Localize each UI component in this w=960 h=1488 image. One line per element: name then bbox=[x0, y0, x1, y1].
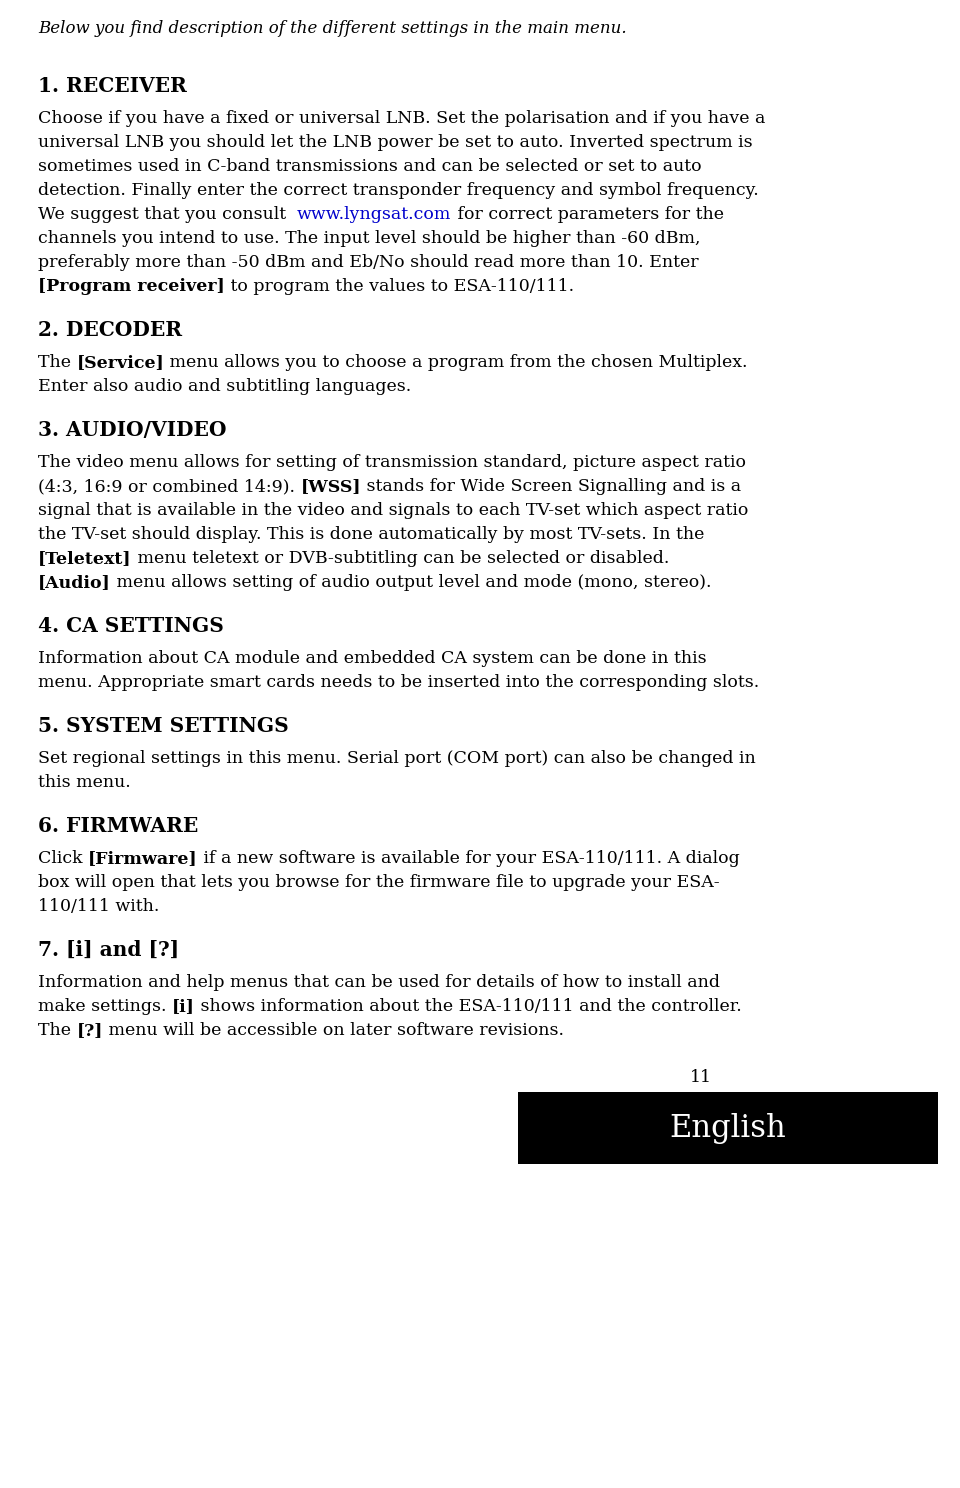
Text: (4:3, 16:9 or combined 14:9).: (4:3, 16:9 or combined 14:9). bbox=[38, 478, 300, 496]
Text: if a new software is available for your ESA-110/111. A dialog: if a new software is available for your … bbox=[198, 850, 739, 868]
Text: to program the values to ESA-110/111.: to program the values to ESA-110/111. bbox=[225, 278, 574, 295]
Text: box will open that lets you browse for the firmware file to upgrade your ESA-: box will open that lets you browse for t… bbox=[38, 873, 720, 891]
Text: Set regional settings in this menu. Serial port (COM port) can also be changed i: Set regional settings in this menu. Seri… bbox=[38, 750, 756, 766]
Text: 1. RECEIVER: 1. RECEIVER bbox=[38, 76, 187, 97]
Text: detection. Finally enter the correct transponder frequency and symbol frequency.: detection. Finally enter the correct tra… bbox=[38, 182, 758, 199]
Text: www.lyngsat.com: www.lyngsat.com bbox=[298, 205, 451, 223]
Text: for correct parameters for the: for correct parameters for the bbox=[451, 205, 724, 223]
Text: menu allows you to choose a program from the chosen Multiplex.: menu allows you to choose a program from… bbox=[164, 354, 748, 371]
Text: menu teletext or DVB-subtitling can be selected or disabled.: menu teletext or DVB-subtitling can be s… bbox=[132, 551, 669, 567]
Text: [Teletext]: [Teletext] bbox=[38, 551, 132, 567]
Text: menu allows setting of audio output level and mode (mono, stereo).: menu allows setting of audio output leve… bbox=[110, 574, 711, 591]
Text: [WSS]: [WSS] bbox=[300, 478, 361, 496]
Text: Enter also audio and subtitling languages.: Enter also audio and subtitling language… bbox=[38, 378, 411, 394]
Text: make settings.: make settings. bbox=[38, 998, 172, 1015]
Text: signal that is available in the video and signals to each TV-set which aspect ra: signal that is available in the video an… bbox=[38, 501, 749, 519]
Text: Below you find description of the different settings in the main menu.: Below you find description of the differ… bbox=[38, 19, 627, 37]
Text: [Program receiver]: [Program receiver] bbox=[38, 278, 225, 295]
Text: The: The bbox=[38, 354, 77, 371]
Text: [i]: [i] bbox=[172, 998, 195, 1015]
Text: the TV-set should display. This is done automatically by most TV-sets. In the: the TV-set should display. This is done … bbox=[38, 525, 705, 543]
Text: universal LNB you should let the LNB power be set to auto. Inverted spectrum is: universal LNB you should let the LNB pow… bbox=[38, 134, 753, 150]
Text: 3. AUDIO/VIDEO: 3. AUDIO/VIDEO bbox=[38, 420, 227, 440]
Text: 7. [i] and [?]: 7. [i] and [?] bbox=[38, 940, 180, 960]
Text: We suggest that you consult: We suggest that you consult bbox=[38, 205, 298, 223]
Text: [Service]: [Service] bbox=[77, 354, 164, 371]
Text: Click: Click bbox=[38, 850, 88, 868]
Text: [?]: [?] bbox=[77, 1022, 103, 1039]
Text: 4. CA SETTINGS: 4. CA SETTINGS bbox=[38, 616, 224, 635]
Text: [Firmware]: [Firmware] bbox=[88, 850, 198, 868]
Text: 2. DECODER: 2. DECODER bbox=[38, 320, 182, 339]
Text: The: The bbox=[38, 1022, 77, 1039]
Text: [Audio]: [Audio] bbox=[38, 574, 110, 591]
Text: Choose if you have a fixed or universal LNB. Set the polarisation and if you hav: Choose if you have a fixed or universal … bbox=[38, 110, 765, 126]
Text: shows information about the ESA-110/111 and the controller.: shows information about the ESA-110/111 … bbox=[195, 998, 742, 1015]
Text: 6. FIRMWARE: 6. FIRMWARE bbox=[38, 815, 199, 836]
Text: stands for Wide Screen Signalling and is a: stands for Wide Screen Signalling and is… bbox=[361, 478, 741, 496]
Text: menu will be accessible on later software revisions.: menu will be accessible on later softwar… bbox=[103, 1022, 564, 1039]
Text: preferably more than -50 dBm and Eb/No should read more than 10. Enter: preferably more than -50 dBm and Eb/No s… bbox=[38, 254, 699, 271]
Text: English: English bbox=[670, 1113, 786, 1143]
Text: 110/111 with.: 110/111 with. bbox=[38, 897, 159, 915]
Text: 11: 11 bbox=[690, 1068, 712, 1086]
Bar bbox=[518, 1092, 938, 1164]
Text: this menu.: this menu. bbox=[38, 774, 131, 792]
Text: 5. SYSTEM SETTINGS: 5. SYSTEM SETTINGS bbox=[38, 716, 289, 737]
Text: channels you intend to use. The input level should be higher than -60 dBm,: channels you intend to use. The input le… bbox=[38, 231, 701, 247]
Text: Information and help menus that can be used for details of how to install and: Information and help menus that can be u… bbox=[38, 975, 720, 991]
Text: The video menu allows for setting of transmission standard, picture aspect ratio: The video menu allows for setting of tra… bbox=[38, 454, 746, 472]
Text: Information about CA module and embedded CA system can be done in this: Information about CA module and embedded… bbox=[38, 650, 707, 667]
Text: sometimes used in C-band transmissions and can be selected or set to auto: sometimes used in C-band transmissions a… bbox=[38, 158, 702, 176]
Text: menu. Appropriate smart cards needs to be inserted into the corresponding slots.: menu. Appropriate smart cards needs to b… bbox=[38, 674, 759, 690]
